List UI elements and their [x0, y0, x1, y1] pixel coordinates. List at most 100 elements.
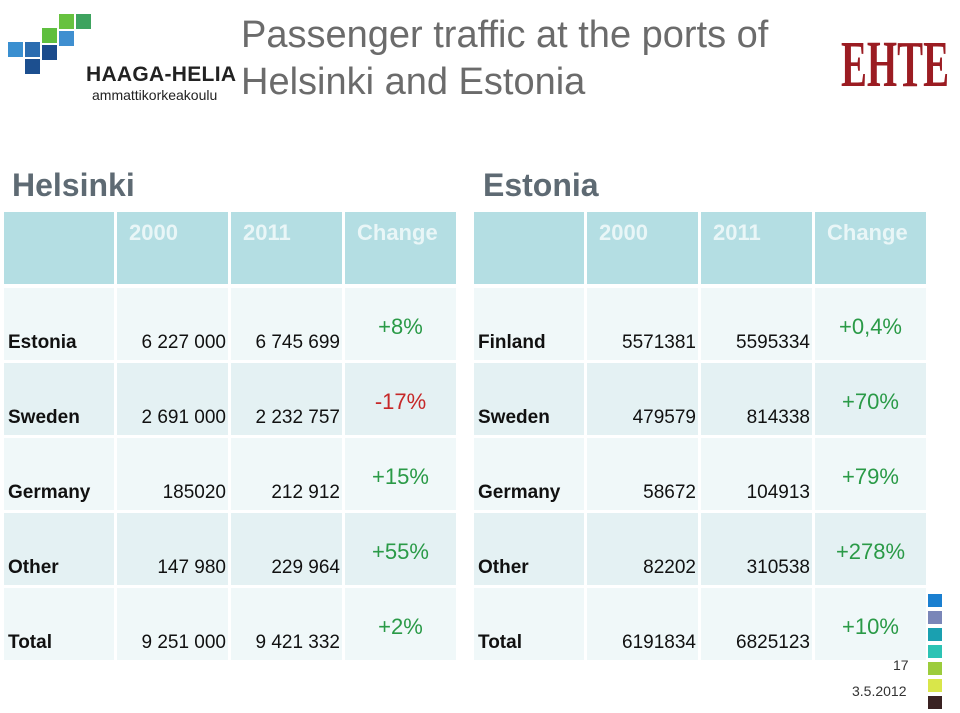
row-label: Other	[8, 557, 59, 578]
table-cell-change: +2%	[345, 588, 456, 660]
logo-squares-icon	[8, 14, 108, 74]
change-value: +10%	[842, 614, 899, 639]
color-block	[928, 696, 942, 709]
value-2011: 212 912	[271, 482, 340, 503]
ehte-logo: EHTE	[840, 12, 950, 101]
table-row-label-cell: Germany	[474, 438, 584, 510]
color-block	[928, 662, 942, 675]
value-2000: 479579	[632, 407, 696, 428]
table-cell-2011: 2 232 757	[231, 363, 342, 435]
row-label: Germany	[478, 482, 561, 503]
page-number: 17	[893, 657, 909, 673]
logo-name: HAAGA-HELIA	[86, 63, 237, 86]
value-2000: 6191834	[622, 632, 696, 653]
header-cell-2000: 2000	[587, 212, 698, 284]
value-2000: 147 980	[157, 557, 226, 578]
value-2011: 6 745 699	[255, 332, 340, 353]
page-title: Passenger traffic at the ports of Helsin…	[241, 14, 769, 103]
row-label: Total	[478, 632, 522, 653]
change-value: -17%	[374, 389, 427, 414]
table-row-label-cell: Total	[474, 588, 584, 660]
table-row-label-cell: Other	[4, 513, 114, 585]
header-cell-change: Change	[345, 212, 456, 284]
header-cell-change: Change	[815, 212, 926, 284]
estonia-heading: Estonia	[483, 167, 599, 203]
table-cell-2000: 58672	[587, 438, 698, 510]
table-cell-change: +0,4%	[815, 288, 926, 360]
value-2011: 814338	[746, 407, 810, 428]
table-row-label-cell: Estonia	[4, 288, 114, 360]
table-cell-2011: 5595334	[701, 288, 812, 360]
date: 3.5.2012	[852, 683, 907, 699]
table-cell-2011: 814338	[701, 363, 812, 435]
table-cell-change: +79%	[815, 438, 926, 510]
change-value: +70%	[842, 389, 899, 414]
table-cell-2011: 6825123	[701, 588, 812, 660]
change-value: +79%	[842, 464, 899, 489]
color-block	[928, 679, 942, 692]
value-2000: 9 251 000	[141, 632, 226, 653]
color-block	[928, 611, 942, 624]
row-label: Sweden	[8, 407, 80, 428]
change-value: +278%	[835, 539, 906, 564]
logo-subtitle: ammattikorkeakoulu	[92, 87, 218, 103]
helsinki-heading: Helsinki	[12, 167, 135, 203]
change-value: +2%	[378, 614, 423, 639]
table-cell-change: +55%	[345, 513, 456, 585]
change-value: +0,4%	[839, 314, 902, 339]
header-cell-empty	[4, 212, 114, 284]
table-cell-2000: 6191834	[587, 588, 698, 660]
value-2011: 9 421 332	[255, 632, 340, 653]
table-cell-2000: 185020	[117, 438, 228, 510]
table-cell-2000: 479579	[587, 363, 698, 435]
value-2011: 104913	[746, 482, 810, 503]
haaga-helia-logo: HAAGA-HELIA ammattikorkeakoulu	[8, 14, 237, 103]
header-cell-empty	[474, 212, 584, 284]
value-2000: 58672	[643, 482, 696, 503]
value-2011: 2 232 757	[255, 407, 340, 428]
color-block	[928, 645, 942, 658]
value-2000: 185020	[162, 482, 226, 503]
table-cell-2011: 9 421 332	[231, 588, 342, 660]
header-cell-2011: 2011	[701, 212, 812, 284]
value-2000: 82202	[643, 557, 696, 578]
svg-text:EHTE: EHTE	[841, 28, 949, 101]
row-label: Other	[478, 557, 529, 578]
change-value: +15%	[372, 464, 429, 489]
table-cell-change: -17%	[345, 363, 456, 435]
color-block	[928, 594, 942, 607]
table-cell-2000: 5571381	[587, 288, 698, 360]
row-label: Total	[8, 632, 52, 653]
table-row-label-cell: Sweden	[4, 363, 114, 435]
table-row-label-cell: Sweden	[474, 363, 584, 435]
change-value: +55%	[372, 539, 429, 564]
table-cell-2000: 9 251 000	[117, 588, 228, 660]
table-cell-change: +278%	[815, 513, 926, 585]
table-cell-2011: 212 912	[231, 438, 342, 510]
table-cell-2011: 310538	[701, 513, 812, 585]
value-2011: 5595334	[736, 332, 810, 353]
row-label: Estonia	[8, 332, 77, 353]
table-cell-2000: 6 227 000	[117, 288, 228, 360]
value-2011: 310538	[746, 557, 810, 578]
table-cell-change: +10%	[815, 588, 926, 660]
table-row-label-cell: Other	[474, 513, 584, 585]
value-2000: 2 691 000	[141, 407, 226, 428]
value-2011: 229 964	[271, 557, 340, 578]
table-cell-2000: 147 980	[117, 513, 228, 585]
table-cell-change: +70%	[815, 363, 926, 435]
color-block	[928, 628, 942, 641]
table-row-label-cell: Germany	[4, 438, 114, 510]
table-cell-2011: 104913	[701, 438, 812, 510]
header-cell-2000: 2000	[117, 212, 228, 284]
table-cell-2000: 82202	[587, 513, 698, 585]
color-stack-decoration	[928, 594, 942, 713]
row-label: Sweden	[478, 407, 550, 428]
table-cell-2011: 229 964	[231, 513, 342, 585]
value-2000: 6 227 000	[141, 332, 226, 353]
table-row-label-cell: Finland	[474, 288, 584, 360]
table-cell-change: +8%	[345, 288, 456, 360]
header-cell-2011: 2011	[231, 212, 342, 284]
value-2000: 5571381	[622, 332, 696, 353]
table-row-label-cell: Total	[4, 588, 114, 660]
